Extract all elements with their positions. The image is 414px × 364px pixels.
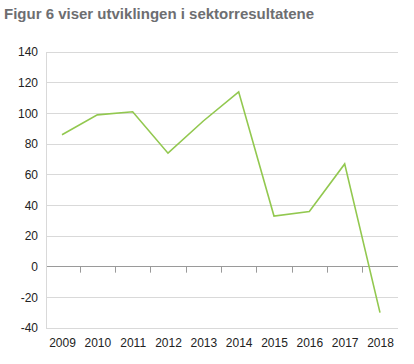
y-tick: 40 (25, 199, 46, 213)
y-tick: 0 (31, 260, 46, 274)
x-separator (150, 267, 151, 273)
grid-line (46, 52, 398, 53)
x-separator (80, 267, 81, 273)
x-separator (292, 267, 293, 273)
chart: Figur 6 viser utviklingen i sektorresult… (0, 0, 414, 364)
y-tick-label: -40 (21, 321, 39, 335)
y-tick: 100 (18, 107, 46, 121)
grid (46, 52, 398, 328)
x-tick-label: 2013 (190, 336, 217, 350)
y-axis-line (46, 53, 47, 329)
x-separator (221, 267, 222, 273)
y-tick-label: 0 (31, 260, 38, 274)
grid-line (46, 113, 398, 114)
y-axis: -40 -20 0 20 40 60 80 100 120 140 (18, 45, 47, 335)
y-tick: -20 (21, 291, 46, 305)
x-tick-label: 2011 (120, 336, 146, 350)
x-tick: 2010 (84, 328, 111, 350)
x-separator (256, 267, 257, 273)
y-tick-label: 140 (18, 45, 38, 59)
grid-line (46, 174, 398, 175)
x-tick: 2009 (49, 328, 76, 350)
y-tick-label: 60 (25, 168, 39, 182)
x-tick: 2016 (296, 328, 323, 350)
x-tick-label: 2010 (84, 336, 111, 350)
y-tick-label: -20 (21, 291, 39, 305)
y-tick: -40 (21, 321, 46, 335)
x-tick-label: 2018 (367, 336, 394, 350)
y-tick: 140 (18, 45, 46, 59)
x-tick: 2013 (190, 328, 217, 350)
x-axis: 2009 2010 2011 2012 2013 2014 2015 2016 2017 2018 (49, 328, 394, 350)
plot-area (62, 92, 380, 313)
x-separator (115, 267, 116, 273)
y-tick: 60 (25, 168, 46, 182)
x-tick: 2015 (261, 328, 288, 350)
y-tick-label: 20 (25, 229, 39, 243)
x-tick-label: 2009 (49, 336, 76, 350)
grid-line (46, 82, 398, 83)
y-tick: 20 (25, 229, 46, 243)
y-tick-label: 100 (18, 107, 38, 121)
x-tick: 2012 (155, 328, 182, 350)
x-separator (186, 267, 187, 273)
data-line (62, 92, 380, 313)
y-tick: 120 (18, 76, 46, 90)
x-tick: 2011 (120, 328, 146, 350)
grid-line (46, 328, 398, 329)
y-tick-label: 80 (25, 137, 39, 151)
x-tick: 2018 (367, 328, 394, 350)
y-tick: 80 (25, 137, 46, 151)
x-tick: 2017 (332, 328, 359, 350)
grid-line (46, 144, 398, 145)
x-separators (81, 267, 363, 273)
x-separator (327, 267, 328, 273)
x-tick-label: 2016 (296, 336, 323, 350)
x-tick-label: 2014 (226, 336, 253, 350)
x-tick: 2014 (226, 328, 253, 350)
x-tick-label: 2017 (332, 336, 359, 350)
x-tick-label: 2012 (155, 336, 182, 350)
title: Figur 6 viser utviklingen i sektorresult… (4, 5, 314, 22)
grid-line (46, 205, 398, 206)
y-tick-label: 120 (18, 76, 38, 90)
x-separator (362, 267, 363, 273)
x-tick-label: 2015 (261, 336, 288, 350)
grid-line (46, 236, 398, 237)
y-tick-label: 40 (25, 199, 39, 213)
grid-line (46, 297, 398, 298)
